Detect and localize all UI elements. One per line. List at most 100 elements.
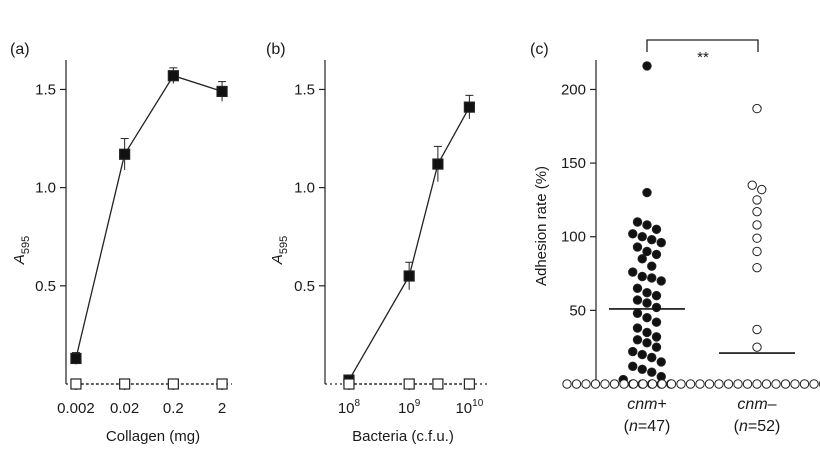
data-point-cnm-plus: [637, 271, 647, 282]
data-point-cnm-minus: [752, 220, 762, 230]
panel-a-label: (a): [10, 41, 30, 58]
y-tick-label: 1.5: [294, 81, 315, 98]
data-point-cnm-plus: [642, 61, 652, 71]
panel-c-points: [562, 61, 820, 389]
panel-b-x-ticks: 108 109 1010: [338, 384, 484, 417]
series-line-filled: [75, 74, 223, 359]
data-point-cnm-plus: [628, 361, 638, 372]
data-point-cnm-minus: [562, 379, 572, 389]
panel-c-label: (c): [530, 41, 549, 58]
y-tick-label: 200: [561, 81, 586, 98]
x-tick-label: 0.02: [110, 400, 139, 417]
data-point-cnm-plus: [632, 308, 643, 319]
data-point-cnm-minus: [799, 379, 810, 389]
data-point-cnm-minus: [752, 233, 762, 243]
data-point-cnm-minus: [761, 379, 772, 389]
data-point-cnm-minus: [752, 262, 762, 273]
data-point-filled: [432, 158, 444, 170]
data-point-cnm-plus: [642, 338, 652, 348]
data-point-cnm-plus: [656, 237, 666, 248]
data-point-cnm-minus: [590, 379, 601, 389]
data-point-cnm-minus: [752, 103, 762, 114]
y-tick-label: 0.5: [35, 278, 56, 295]
panel-b-y-axis-title: A595: [269, 236, 290, 265]
panel-a-x-axis-title: Collagen (mg): [106, 428, 200, 445]
data-point-filled: [70, 352, 82, 365]
data-point-cnm-plus: [651, 317, 662, 327]
data-point-cnm-minus: [752, 342, 762, 352]
data-point-cnm-plus: [628, 346, 638, 357]
data-point-cnm-minus: [771, 379, 781, 389]
data-point-cnm-plus: [651, 249, 662, 260]
data-point-cnm-plus: [628, 267, 638, 277]
data-point-cnm-minus: [685, 379, 696, 389]
data-point-cnm-minus: [704, 379, 715, 389]
y-tick-label: 1.5: [35, 81, 56, 98]
data-point-cnm-plus: [656, 357, 666, 367]
data-point-cnm-plus: [632, 242, 643, 252]
data-point-open: [119, 378, 131, 390]
panel-b-x-axis-title: Bacteria (c.f.u.): [352, 428, 454, 445]
data-point-cnm-minus: [619, 379, 629, 389]
panel-b-y-ticks: 0.5 1.0 1.5: [294, 81, 325, 295]
x-tick-label: 0.2: [163, 400, 184, 417]
y-tick-label: 0.5: [294, 278, 315, 295]
group-n-cnm-plus: (n=47): [624, 418, 671, 435]
data-point-cnm-minus: [657, 379, 667, 389]
data-point-cnm-minus: [752, 324, 762, 335]
panel-a-y-ticks: 0.5 1.0 1.5: [35, 81, 66, 295]
data-point-cnm-plus: [637, 254, 647, 264]
data-point-filled: [167, 70, 179, 82]
data-point-cnm-minus: [571, 379, 582, 389]
panel-c-y-ticks: 50 100 150 200: [561, 81, 596, 319]
y-tick-label: 150: [561, 155, 586, 172]
data-point-cnm-minus: [695, 379, 705, 389]
x-tick-label: 109: [398, 398, 421, 417]
data-point-cnm-minus: [742, 379, 753, 389]
data-point-open: [432, 378, 444, 390]
data-point-cnm-plus: [632, 323, 643, 333]
data-point-cnm-plus: [642, 327, 652, 338]
data-point-cnm-plus: [651, 302, 662, 313]
x-tick-label: 0.002: [57, 400, 95, 417]
data-point-cnm-minus: [676, 379, 686, 389]
group-label-cnm-minus: cnm–: [737, 396, 776, 413]
data-point-cnm-plus: [647, 273, 657, 283]
data-point-cnm-plus: [642, 220, 652, 230]
data-point-cnm-plus: [642, 298, 652, 308]
data-point-cnm-minus: [733, 379, 743, 389]
data-point-cnm-minus: [628, 379, 639, 389]
data-point-cnm-plus: [651, 332, 662, 342]
data-point-cnm-plus: [642, 313, 652, 323]
data-point-cnm-plus: [632, 295, 643, 305]
data-point-cnm-minus: [809, 379, 819, 389]
data-point-filled: [463, 101, 475, 113]
y-tick-label: 1.0: [35, 180, 56, 197]
data-point-cnm-minus: [666, 379, 677, 389]
x-tick-label: 108: [338, 398, 361, 417]
data-point-cnm-minus: [747, 180, 757, 190]
data-point-cnm-plus: [651, 224, 662, 235]
significance-stars: **: [697, 49, 709, 66]
data-point-filled: [216, 85, 228, 98]
data-point-cnm-minus: [714, 379, 724, 389]
data-point-cnm-minus: [752, 206, 762, 217]
data-point-cnm-minus: [723, 379, 734, 389]
data-point-cnm-minus: [600, 379, 610, 389]
data-point-filled: [403, 270, 415, 282]
panel-a-x-ticks: 0.002 0.02 0.2 2: [57, 384, 226, 417]
data-point-open: [70, 378, 82, 390]
data-point-cnm-minus: [647, 379, 658, 389]
data-point-cnm-plus: [632, 217, 643, 227]
data-point-cnm-plus: [647, 352, 657, 363]
data-point-cnm-minus: [752, 195, 762, 205]
panel-b: (b) 0.5 1.0 1.5 108 109 1010 A595 Bacteria (…: [266, 41, 490, 445]
data-point-cnm-plus: [647, 234, 657, 245]
data-point-cnm-minus: [780, 379, 791, 389]
data-point-cnm-plus: [651, 290, 662, 301]
data-point-cnm-minus: [752, 246, 762, 257]
data-point-cnm-minus: [757, 184, 767, 195]
data-point-open: [216, 378, 228, 390]
x-tick-label: 2: [218, 400, 226, 417]
